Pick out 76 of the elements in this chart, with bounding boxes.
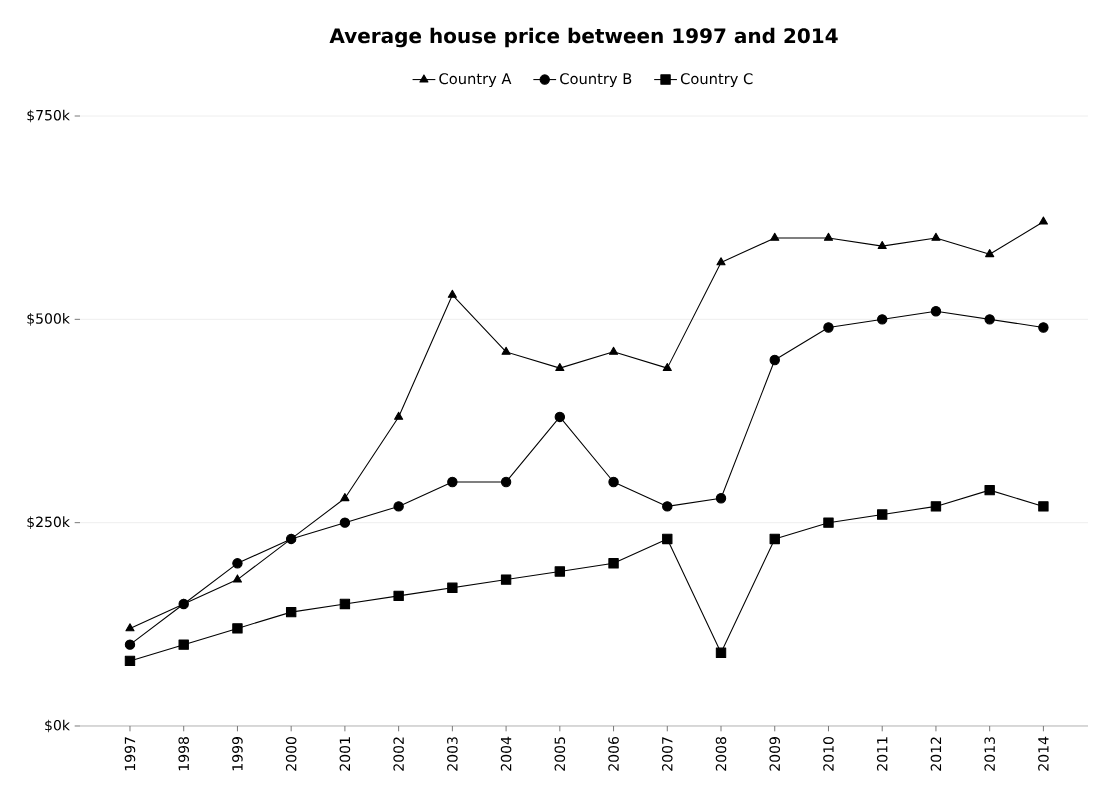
point (823, 232, 834, 241)
x-tick-label: 2002 (393, 737, 404, 771)
point (500, 574, 512, 585)
x-tick-label: 1998 (178, 737, 189, 771)
point (823, 517, 834, 528)
point (393, 501, 404, 512)
point (447, 582, 458, 593)
x-tick-label: 2000 (285, 736, 297, 771)
point (985, 249, 995, 258)
point (930, 305, 942, 317)
point (1038, 501, 1049, 512)
point (340, 493, 350, 502)
point (1038, 322, 1049, 333)
point (662, 362, 672, 371)
point (877, 509, 888, 520)
point (877, 314, 888, 325)
x-tick-label: 2004 (500, 736, 512, 771)
chart-title: Average house price between 1997 and 2014 (329, 27, 838, 48)
point (984, 484, 995, 496)
point (500, 476, 512, 488)
x-tick-label: 2011 (876, 737, 888, 771)
point (285, 606, 297, 618)
x-tick-label: 2001 (339, 737, 351, 771)
x-tick-label: 2009 (769, 737, 781, 771)
point (715, 647, 727, 658)
point (662, 533, 673, 545)
x-tick-label: 1997 (124, 737, 136, 771)
x-tick-label: 2005 (554, 737, 566, 771)
point (823, 322, 834, 333)
x-tick-label: 1999 (232, 737, 243, 771)
point (931, 232, 941, 241)
point (984, 314, 995, 325)
legend-label: Country B (560, 73, 632, 88)
point (769, 354, 780, 366)
x-tick-label: 2006 (608, 736, 619, 771)
point (393, 590, 404, 602)
x-tick-label: 2003 (447, 737, 458, 771)
point (1038, 216, 1048, 225)
y-tick-label: $250k (27, 516, 70, 529)
point (930, 501, 942, 512)
point (608, 476, 619, 488)
point (232, 574, 243, 583)
point (124, 639, 136, 650)
point (339, 598, 351, 610)
point (770, 232, 780, 241)
point (715, 493, 727, 504)
point (339, 517, 351, 528)
point (769, 533, 780, 545)
point (447, 476, 458, 488)
legend-label: Country C (680, 73, 753, 88)
x-tick-label: 2007 (661, 737, 673, 771)
x-tick-label: 2013 (984, 737, 995, 771)
point (716, 257, 726, 266)
point (232, 558, 243, 569)
x-tick-label: 2010 (823, 736, 834, 771)
x-tick-label: 2012 (930, 737, 942, 771)
point (608, 558, 619, 569)
point (232, 623, 243, 634)
point (608, 346, 619, 355)
point (555, 362, 565, 371)
point (394, 411, 404, 420)
point (178, 639, 189, 650)
point (124, 655, 136, 667)
y-tick-label: $500k (27, 313, 70, 326)
point (554, 411, 566, 423)
point (662, 501, 673, 512)
point (125, 623, 135, 632)
point (447, 289, 457, 298)
point (877, 240, 887, 250)
y-tick-label: $0k (45, 719, 70, 733)
legend-label: Country A (439, 73, 512, 88)
point (501, 346, 511, 355)
x-tick-label: 2014 (1038, 736, 1049, 771)
point (554, 566, 566, 577)
x-tick-label: 2008 (715, 737, 727, 771)
y-tick-label: $750k (27, 109, 70, 123)
